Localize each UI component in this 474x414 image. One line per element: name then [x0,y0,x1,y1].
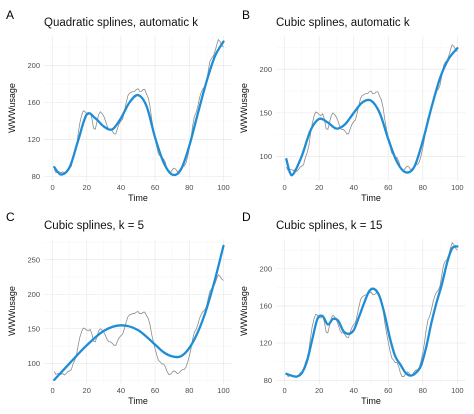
panel-c-spline-fit-line [53,244,225,382]
panel-a-x-tick-label: 100 [217,183,230,192]
panel-d-y-tick-label: 200 [259,264,272,273]
panel-a-plot: 0 20 40 60 80 100 80 120 160 200 [27,36,232,192]
panel-b-x-tick-label: 60 [384,183,392,192]
panel-b-x-tick-label: 20 [315,183,323,192]
panel-c-observed-series-line [53,274,224,376]
panel-c-plot: 0 20 40 60 80 100 100 150 200 250 [27,239,232,395]
panel-d-y-tick-label: 80 [264,376,272,385]
panel-b-x-tick-label: 80 [419,183,427,192]
panel-c: C Cubic splines, k = 5 0 20 40 60 80 100 100 15… [6,210,232,406]
panel-c-x-tick-label: 60 [151,386,159,395]
panel-c-letter: C [6,210,15,224]
panel-b-x-axis-title: Time [361,193,381,203]
panel-c-x-tick-label: 40 [117,386,125,395]
panel-d-x-tick-label: 100 [451,386,464,395]
panel-d-x-tick-label: 0 [283,386,287,395]
panel-c-x-tick-label: 100 [217,386,230,395]
panel-a: A Quadratic splines, automatic k 0 20 40 60… [6,8,232,203]
panel-c-x-tick-label: 80 [185,386,193,395]
panel-d-x-tick-label: 40 [350,386,358,395]
panel-b-y-axis-title: WWWusage [239,83,249,133]
panel-b: B Cubic splines, automatic k 0 20 40 60 80 10… [239,8,466,203]
panel-b-y-tick-label: 100 [259,152,272,161]
panel-a-x-axis-title: Time [128,193,148,203]
panel-d-title: Cubic splines, k = 15 [276,220,382,232]
panel-c-y-tick-label: 250 [27,255,40,264]
panel-c-y-tick-label: 100 [27,359,40,368]
panel-c-x-tick-label: 0 [50,386,54,395]
panel-d-x-tick-label: 20 [315,386,323,395]
panel-a-x-tick-label: 0 [50,183,54,192]
panel-b-x-tick-label: 100 [451,183,464,192]
panel-c-x-tick-label: 20 [83,386,91,395]
panel-b-x-tick-label: 0 [283,183,287,192]
panel-a-y-tick-label: 200 [27,61,40,70]
panel-d: D Cubic splines, k = 15 0 20 40 60 80 100 80 12… [239,210,466,406]
panel-a-y-axis-title: WWWusage [7,83,17,133]
panel-b-y-tick-label: 200 [259,65,272,74]
panel-d-y-tick-label: 120 [259,339,272,348]
panel-a-x-tick-label: 20 [83,183,91,192]
panel-d-y-tick-label: 160 [259,302,272,311]
panel-b-letter: B [242,8,250,22]
panel-a-x-tick-label: 60 [151,183,159,192]
panel-b-x-tick-label: 40 [350,183,358,192]
panel-a-observed-series-line [53,38,224,175]
panel-d-letter: D [242,210,251,224]
panel-c-title: Cubic splines, k = 5 [44,220,144,232]
panel-d-observed-series-line [285,241,458,379]
panel-c-x-axis-title: Time [128,396,148,406]
panel-d-y-axis-title: WWWusage [239,286,249,336]
panel-d-plot: 0 20 40 60 80 100 80 120 160 200 [259,239,466,395]
panel-b-spline-fit-line [285,47,459,177]
panel-c-y-tick-label: 200 [27,290,40,299]
panel-b-plot: 0 20 40 60 80 100 100 150 200 [259,36,466,192]
panel-b-y-tick-label: 150 [259,108,272,117]
panel-a-title: Quadratic splines, automatic k [44,17,198,29]
panel-a-y-tick-label: 120 [27,135,40,144]
panel-d-x-tick-label: 60 [384,386,392,395]
panel-d-x-axis-title: Time [361,396,381,406]
panel-a-letter: A [6,8,14,22]
panel-a-x-tick-label: 40 [117,183,125,192]
panel-a-x-tick-label: 80 [185,183,193,192]
panel-d-x-tick-label: 80 [419,386,427,395]
panel-b-title: Cubic splines, automatic k [276,17,410,29]
panel-d-spline-fit-line [285,245,459,378]
panel-c-y-axis-title: WWWusage [7,286,17,336]
panel-c-y-tick-label: 150 [27,324,40,333]
panel-a-y-tick-label: 80 [32,172,40,181]
panel-a-spline-fit-line [53,40,225,177]
panel-a-y-tick-label: 160 [27,98,40,107]
